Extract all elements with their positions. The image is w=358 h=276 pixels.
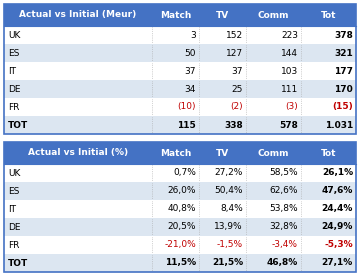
Text: Comm: Comm	[258, 10, 289, 20]
Text: 25: 25	[232, 84, 243, 94]
Text: 40,8%: 40,8%	[168, 205, 196, 214]
Text: 53,8%: 53,8%	[269, 205, 298, 214]
Bar	[4, 254, 356, 272]
Text: IT: IT	[8, 205, 16, 214]
Text: ES: ES	[8, 49, 19, 57]
Bar	[4, 98, 356, 116]
Text: 24,4%: 24,4%	[321, 205, 353, 214]
Text: 32,8%: 32,8%	[270, 222, 298, 232]
Text: 34: 34	[185, 84, 196, 94]
Text: DE: DE	[8, 222, 20, 232]
Text: 58,5%: 58,5%	[269, 169, 298, 177]
Text: -3,4%: -3,4%	[272, 240, 298, 250]
Bar	[4, 4, 356, 134]
Text: 37: 37	[184, 67, 196, 76]
Text: 26,0%: 26,0%	[168, 187, 196, 195]
Text: Actual vs Initial (Meur): Actual vs Initial (Meur)	[19, 10, 137, 20]
Text: 378: 378	[334, 31, 353, 39]
Text: 13,9%: 13,9%	[214, 222, 243, 232]
Bar	[4, 164, 356, 182]
Text: 20,5%: 20,5%	[168, 222, 196, 232]
Text: 21,5%: 21,5%	[212, 259, 243, 267]
Text: 0,7%: 0,7%	[173, 169, 196, 177]
Text: Match: Match	[160, 148, 191, 158]
Text: Comm: Comm	[258, 148, 289, 158]
Text: 8,4%: 8,4%	[220, 205, 243, 214]
Bar	[4, 218, 356, 236]
Text: IT: IT	[8, 67, 16, 76]
Text: 11,5%: 11,5%	[165, 259, 196, 267]
Text: 223: 223	[281, 31, 298, 39]
Text: 26,1%: 26,1%	[322, 169, 353, 177]
Text: Match: Match	[160, 10, 191, 20]
Text: 338: 338	[224, 121, 243, 129]
Bar	[4, 236, 356, 254]
Text: 24,9%: 24,9%	[321, 222, 353, 232]
Bar	[4, 200, 356, 218]
Text: UK: UK	[8, 31, 20, 39]
Bar	[4, 142, 356, 272]
Text: -5,3%: -5,3%	[324, 240, 353, 250]
Text: 27,2%: 27,2%	[215, 169, 243, 177]
Text: TOT: TOT	[8, 121, 28, 129]
Text: 27,1%: 27,1%	[322, 259, 353, 267]
Text: FR: FR	[8, 240, 19, 250]
Text: 115: 115	[177, 121, 196, 129]
Text: (15): (15)	[332, 102, 353, 112]
Text: -21,0%: -21,0%	[164, 240, 196, 250]
Text: TV: TV	[216, 148, 229, 158]
Text: ES: ES	[8, 187, 19, 195]
Text: 111: 111	[281, 84, 298, 94]
Text: 321: 321	[334, 49, 353, 57]
Text: 3: 3	[190, 31, 196, 39]
Text: (3): (3)	[285, 102, 298, 112]
Text: FR: FR	[8, 102, 19, 112]
Text: 37: 37	[232, 67, 243, 76]
Bar	[4, 80, 356, 98]
Text: DE: DE	[8, 84, 20, 94]
Text: 177: 177	[334, 67, 353, 76]
Text: 62,6%: 62,6%	[270, 187, 298, 195]
Bar	[4, 62, 356, 80]
Text: 152: 152	[226, 31, 243, 39]
Bar	[4, 44, 356, 62]
Text: 127: 127	[226, 49, 243, 57]
Text: 50,4%: 50,4%	[214, 187, 243, 195]
Bar	[4, 26, 356, 44]
Text: 170: 170	[334, 84, 353, 94]
Text: 103: 103	[281, 67, 298, 76]
Text: 578: 578	[279, 121, 298, 129]
Bar	[4, 182, 356, 200]
Text: Tot: Tot	[321, 148, 336, 158]
Text: TOT: TOT	[8, 259, 28, 267]
Bar	[4, 116, 356, 134]
Text: 1.031: 1.031	[325, 121, 353, 129]
Text: (2): (2)	[231, 102, 243, 112]
Text: Tot: Tot	[321, 10, 336, 20]
Text: UK: UK	[8, 169, 20, 177]
Text: 50: 50	[184, 49, 196, 57]
Text: (10): (10)	[178, 102, 196, 112]
Bar	[4, 142, 356, 164]
Text: 46,8%: 46,8%	[267, 259, 298, 267]
Text: Actual vs Initial (%): Actual vs Initial (%)	[28, 148, 128, 158]
Text: -1,5%: -1,5%	[217, 240, 243, 250]
Bar	[4, 4, 356, 26]
Text: 47,6%: 47,6%	[321, 187, 353, 195]
Text: TV: TV	[216, 10, 229, 20]
Text: 144: 144	[281, 49, 298, 57]
